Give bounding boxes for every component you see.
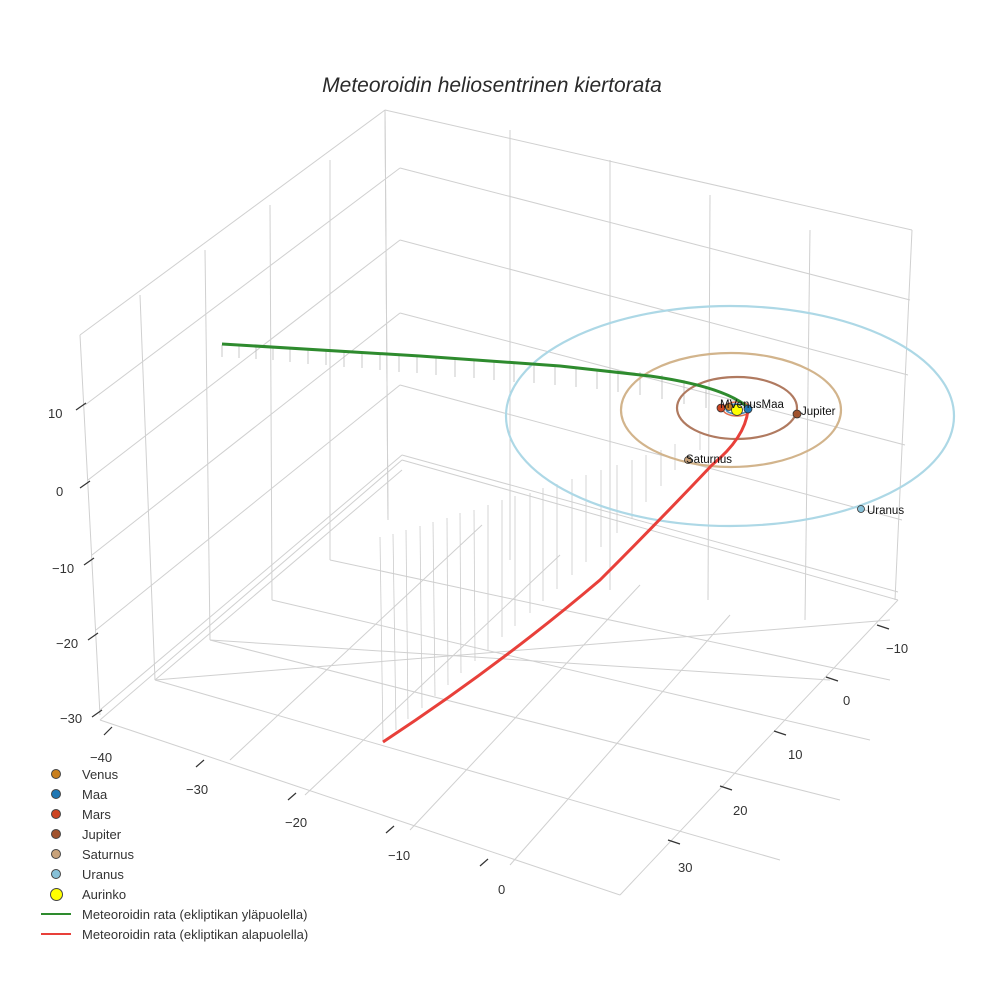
venus-dot-icon — [36, 769, 76, 779]
orbits — [504, 304, 956, 528]
svg-text:−30: −30 — [60, 711, 82, 726]
x-axis-ticks — [103, 726, 489, 867]
saturnus-orbit — [619, 351, 843, 469]
aurinko-dot-icon — [36, 887, 76, 901]
svg-text:−40: −40 — [90, 750, 112, 765]
svg-text:−10: −10 — [388, 848, 410, 863]
svg-text:0: 0 — [843, 693, 850, 708]
svg-text:−20: −20 — [285, 815, 307, 830]
svg-text:0: 0 — [56, 484, 63, 499]
svg-text:−10: −10 — [886, 641, 908, 656]
jupiter-marker — [792, 409, 802, 419]
svg-text:−10: −10 — [52, 561, 74, 576]
jupiter-label: Jupiter — [801, 406, 836, 418]
legend-item-trajectory-above[interactable]: Meteoroidin rata (ekliptikan yläpuolella… — [36, 904, 308, 924]
legend-item-venus[interactable]: Venus — [36, 764, 308, 784]
uranus-dot-icon — [36, 869, 76, 879]
red-line-icon — [36, 933, 76, 935]
svg-text:10: 10 — [788, 747, 802, 762]
maa-dot-icon — [36, 789, 76, 799]
mars-dot-icon — [36, 809, 76, 819]
chart-title: Meteoroidin heliosentrinen kiertorata — [322, 74, 662, 97]
mars-marker — [716, 403, 726, 413]
saturnus-dot-icon — [36, 849, 76, 859]
green-line-icon — [36, 913, 76, 915]
svg-text:−30: −30 — [186, 782, 208, 797]
legend-item-aurinko[interactable]: Aurinko — [36, 884, 308, 904]
svg-text:−20: −20 — [56, 636, 78, 651]
legend: Venus Maa Mars Jupiter Saturnus Uranus A… — [36, 764, 308, 944]
grid-lines — [79, 109, 913, 896]
meteoroid-trajectory-above — [221, 342, 750, 411]
green-drop-lines — [221, 345, 707, 408]
legend-item-maa[interactable]: Maa — [36, 784, 308, 804]
red-drop-lines — [379, 433, 701, 743]
sun-marker — [731, 404, 743, 416]
z-axis-ticks — [75, 402, 103, 718]
svg-text:10: 10 — [48, 406, 62, 421]
svg-text:0: 0 — [498, 882, 505, 897]
legend-item-uranus[interactable]: Uranus — [36, 864, 308, 884]
x-axis-tick-labels: −40 −30 −20 −10 0 — [90, 750, 505, 897]
y-axis-tick-labels: −10 0 10 20 30 — [678, 641, 908, 875]
svg-text:20: 20 — [733, 803, 747, 818]
planet-labels: MVenusMaa Jupiter Saturnus Uranus — [686, 399, 904, 517]
legend-item-jupiter[interactable]: Jupiter — [36, 824, 308, 844]
inner-planets-label: MVenusMaa — [720, 399, 785, 411]
uranus-label: Uranus — [867, 505, 904, 517]
saturnus-label: Saturnus — [686, 454, 732, 466]
svg-text:30: 30 — [678, 860, 692, 875]
planet-markers — [684, 403, 865, 513]
legend-item-trajectory-below[interactable]: Meteoroidin rata (ekliptikan alapuolella… — [36, 924, 308, 944]
legend-item-saturnus[interactable]: Saturnus — [36, 844, 308, 864]
z-axis-tick-labels: 10 0 −10 −20 −30 — [48, 406, 82, 726]
earth-marker — [743, 404, 753, 414]
uranus-marker — [857, 505, 865, 513]
y-axis-ticks — [667, 624, 890, 845]
meteoroid-trajectory-below — [382, 409, 750, 744]
jupiter-dot-icon — [36, 829, 76, 839]
uranus-orbit — [504, 304, 956, 528]
legend-item-mars[interactable]: Mars — [36, 804, 308, 824]
saturnus-marker — [684, 456, 692, 464]
